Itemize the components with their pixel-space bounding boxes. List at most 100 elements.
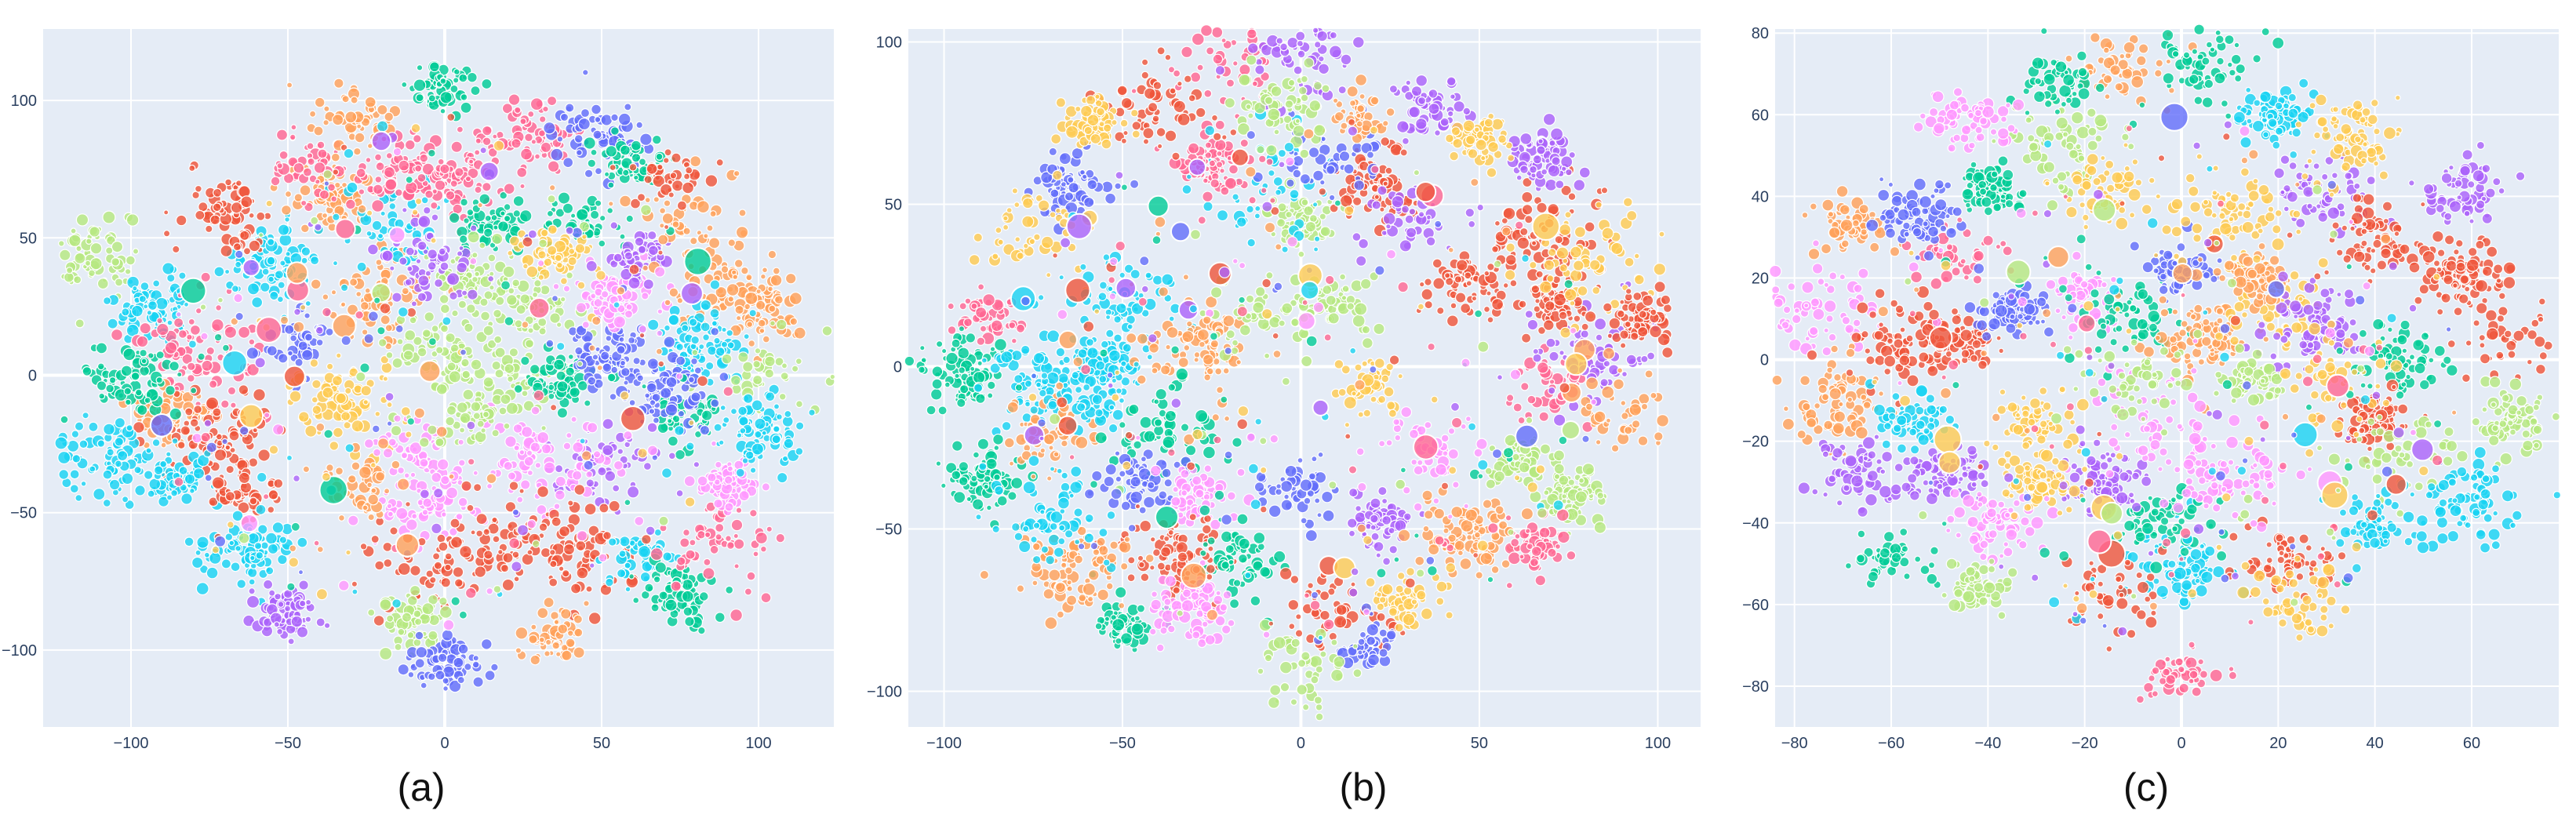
scatter-point — [406, 631, 415, 639]
scatter-point — [608, 537, 617, 547]
scatter-point — [653, 575, 661, 583]
scatter-point — [466, 420, 476, 431]
scatter-point — [289, 544, 297, 553]
scatter-point — [931, 365, 944, 378]
scatter-point — [1016, 252, 1024, 260]
scatter-point — [670, 580, 682, 592]
scatter-point — [654, 562, 668, 574]
scatter-point — [288, 557, 300, 568]
scatter-point — [727, 296, 735, 303]
scatter-point — [581, 69, 589, 76]
scatter-point — [111, 257, 121, 267]
scatter-point — [265, 566, 275, 576]
y-tick-label: 50 — [20, 230, 37, 247]
scatter-point — [260, 282, 271, 293]
scatter-point — [355, 168, 366, 179]
scatter-point — [224, 268, 231, 275]
scatter-point — [1046, 272, 1052, 278]
scatter-point — [457, 438, 464, 446]
scatter-point — [1183, 344, 1191, 351]
scatter-point — [500, 563, 510, 573]
scatter-point — [1160, 365, 1171, 376]
scatter-point — [622, 169, 630, 176]
scatter-point — [335, 352, 342, 359]
scatter-point — [435, 426, 448, 438]
scatter-point — [106, 448, 115, 456]
scatter-point — [1020, 344, 1031, 355]
scatter-point — [480, 427, 486, 434]
scatter-point — [212, 407, 222, 417]
scatter-point — [1011, 187, 1019, 194]
scatter-point — [365, 157, 372, 163]
scatter-point — [456, 125, 464, 133]
scatter-point — [277, 224, 290, 236]
scatter-point — [333, 427, 344, 438]
scatter-point — [238, 532, 250, 544]
x-tick-label: −100 — [113, 735, 148, 752]
scatter-point — [1002, 215, 1009, 222]
scatter-point — [254, 357, 266, 369]
scatter-point — [593, 298, 603, 308]
scatter-point — [479, 297, 489, 307]
scatter-point — [752, 360, 761, 369]
scatter-point — [475, 529, 484, 538]
scatter-point — [668, 314, 680, 326]
scatter-point — [972, 451, 980, 459]
scatter-point — [374, 153, 383, 162]
scatter-point — [290, 615, 304, 628]
scatter-point — [700, 299, 712, 311]
scatter-point — [248, 578, 256, 586]
scatter-point — [1086, 338, 1095, 347]
scatter-point — [930, 388, 943, 401]
scatter-point — [513, 445, 520, 452]
scatter-point — [89, 226, 100, 238]
scatter-point — [646, 422, 658, 433]
scatter-point — [526, 518, 537, 529]
scatter-point — [983, 483, 990, 490]
scatter-point — [235, 260, 242, 268]
scatter-point — [628, 276, 641, 289]
scatter-point — [745, 274, 753, 282]
scatter-point — [555, 370, 566, 381]
scatter-point — [418, 360, 442, 383]
scatter-point — [1030, 473, 1037, 480]
scatter-point — [689, 155, 702, 168]
scatter-point — [453, 656, 464, 669]
scatter-point — [755, 531, 768, 545]
scatter-point — [158, 496, 169, 507]
scatter-point — [230, 202, 243, 214]
scatter-point — [516, 496, 524, 503]
scatter-point — [203, 419, 213, 428]
scatter-point — [1148, 343, 1160, 354]
scatter-point — [590, 148, 598, 156]
scatter-point — [472, 676, 484, 688]
scatter-point — [947, 302, 955, 311]
scatter-point — [540, 425, 547, 431]
scatter-point — [172, 245, 180, 254]
scatter-point — [624, 251, 634, 260]
scatter-point — [398, 159, 410, 172]
scatter-point — [89, 465, 96, 473]
scatter-point — [675, 343, 684, 351]
scatter-point — [407, 671, 415, 678]
scatter-point — [951, 338, 961, 348]
scatter-point — [1000, 351, 1013, 364]
scatter-point — [290, 124, 297, 131]
scatter-point — [503, 460, 513, 471]
scatter-point — [75, 213, 89, 227]
scatter-point — [600, 290, 609, 299]
scatter-point — [166, 319, 173, 326]
scatter-point — [467, 231, 480, 244]
scatter-point — [405, 246, 415, 256]
scatter-point — [470, 358, 482, 371]
scatter-point — [386, 402, 393, 409]
scatter-point — [228, 540, 235, 547]
scatter-point — [424, 189, 434, 199]
scatter-point — [775, 532, 786, 543]
scatter-point — [267, 489, 279, 500]
scatter-point — [966, 496, 972, 503]
scatter-point — [422, 497, 433, 508]
scatter-point — [88, 269, 96, 278]
scatter-point — [713, 423, 722, 432]
scatter-point — [184, 407, 194, 416]
